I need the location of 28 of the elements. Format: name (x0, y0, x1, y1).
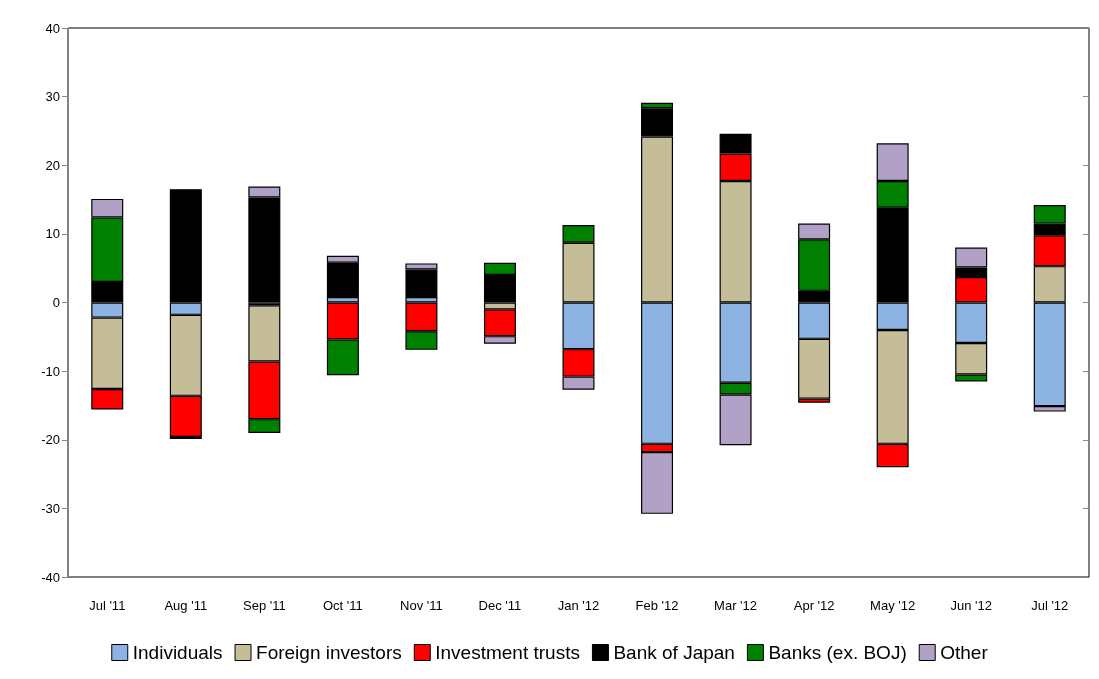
x-tick-label: Aug '11 (164, 598, 208, 613)
legend-label: Investment trusts (435, 642, 580, 663)
y-tick-label: 40 (45, 20, 60, 36)
y-tick-label: -30 (41, 500, 60, 516)
x-tick-label: Dec '11 (478, 598, 522, 613)
legend-label: Foreign investors (256, 642, 402, 663)
y-tick-label: 10 (45, 226, 60, 242)
x-tick-label: May '12 (870, 598, 916, 613)
legend-label: Bank of Japan (613, 642, 735, 663)
x-tick-label: Oct '11 (322, 598, 363, 613)
x-tick-label: Feb '12 (635, 598, 679, 613)
x-tick-label: Mar '12 (714, 598, 758, 613)
legend-label: Individuals (132, 642, 223, 663)
x-tick-label: Apr '12 (793, 598, 835, 613)
legend-label: Other (940, 642, 989, 663)
x-tick-label: Jun '12 (950, 598, 992, 613)
x-tick-label: Jul '12 (1031, 598, 1069, 613)
y-tick-label: -20 (41, 432, 60, 448)
y-tick-label: 0 (52, 295, 60, 310)
x-tick-label: Jan '12 (557, 598, 600, 613)
y-tick-label: -10 (41, 363, 60, 379)
y-tick-label: 30 (45, 89, 60, 105)
x-tick-label: Sep '11 (242, 598, 286, 613)
y-tick-label: 20 (45, 157, 60, 173)
x-tick-label: Nov '11 (400, 598, 443, 613)
x-tick-label: Jul '11 (89, 598, 126, 613)
y-tick-label: -40 (41, 569, 60, 585)
legend-label: Banks (ex. BOJ) (768, 642, 907, 663)
